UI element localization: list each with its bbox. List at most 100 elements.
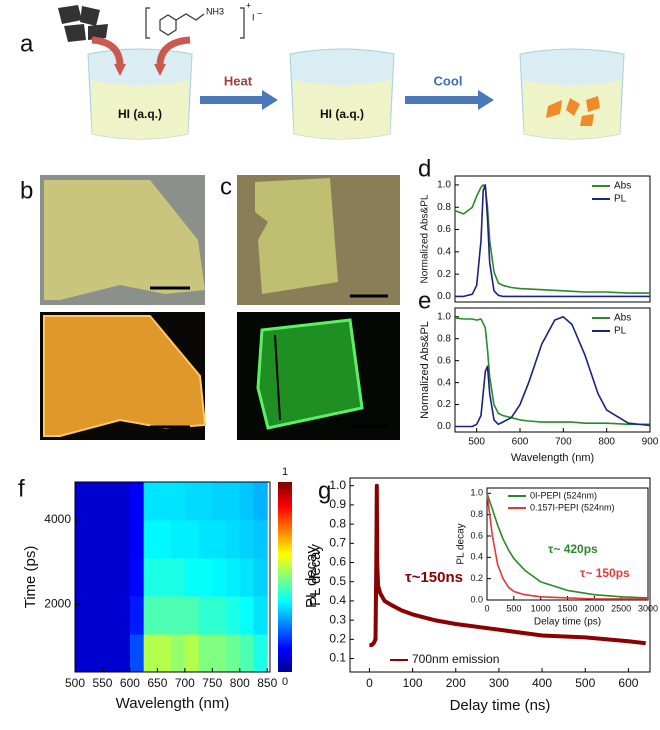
y-axis-label: Time (ps) <box>22 546 39 609</box>
heat-cell <box>184 634 200 673</box>
heat-cell <box>226 634 241 673</box>
heat-cell <box>157 520 172 559</box>
heat-cell <box>171 558 186 597</box>
heat-cell <box>129 596 145 635</box>
heat-cell <box>102 558 117 597</box>
heat-cell <box>88 596 103 635</box>
legend-label: Abs <box>614 181 631 192</box>
step-label: Cool <box>434 73 463 88</box>
heat-cell <box>184 482 200 521</box>
plot-frame <box>454 307 651 433</box>
heat-cell <box>116 520 131 559</box>
plot-frame <box>454 175 651 303</box>
heat-cell <box>75 634 90 673</box>
y-tick-label: 0.0 <box>470 594 483 604</box>
process-arrow <box>405 90 494 110</box>
legend-label: 700nm emission <box>412 652 499 666</box>
photo-c-bottom <box>237 312 400 440</box>
heat-cell <box>212 520 227 559</box>
x-tick-label: 700 <box>175 676 195 690</box>
y-tick-label: 0.4 <box>329 593 346 607</box>
y-tick-label: 0.8 <box>437 333 451 344</box>
y-tick-label: 0.4 <box>437 246 451 257</box>
legend-label: 0.157I-PEPI (524nm) <box>530 502 615 512</box>
molecule <box>145 7 245 39</box>
data-line <box>455 184 650 298</box>
inlet-arrows <box>91 36 191 67</box>
x-tick-label: 2000 <box>584 603 604 613</box>
x-tick-label: 300 <box>489 676 509 690</box>
colorbar-tick-label: 0 <box>282 676 288 688</box>
x-tick-label: 750 <box>202 676 222 690</box>
heat-cell <box>239 596 255 635</box>
heat-cell <box>212 634 227 673</box>
x-tick-label: 900 <box>642 437 659 448</box>
heat-cell <box>116 482 131 521</box>
y-axis-label: Normalized Abs&PL <box>420 194 431 283</box>
y-tick-label: 1.0 <box>437 180 451 191</box>
heat-cell <box>226 482 241 521</box>
heat-cell <box>212 482 227 521</box>
heat-cell <box>75 558 90 597</box>
step-label: Heat <box>224 73 253 88</box>
x-tick-label: 1500 <box>557 603 577 613</box>
heat-cell <box>157 482 172 521</box>
heat-cell <box>212 596 227 635</box>
photo-c-top <box>237 175 400 305</box>
x-tick-label: 100 <box>403 676 423 690</box>
heat-cell <box>198 596 213 635</box>
heat-cell <box>116 596 131 635</box>
x-axis-label: Delay time (ns) <box>450 697 551 714</box>
colorbar-tick-label: 1 <box>282 466 288 478</box>
x-tick-label: 700 <box>555 437 572 448</box>
legend-label: PL <box>614 194 627 205</box>
heat-cell <box>239 558 255 597</box>
y-tick-label: 0.4 <box>437 377 451 388</box>
formula-group: NH3 <box>206 6 224 16</box>
heat-cell <box>88 558 103 597</box>
panel-label: g <box>318 477 331 504</box>
x-tick-label: 0 <box>484 603 489 613</box>
legend-label: PL <box>614 326 627 337</box>
panel-label: e <box>418 287 431 314</box>
arrowhead <box>114 64 126 76</box>
heat-cell <box>212 558 227 597</box>
heat-cell <box>198 558 213 597</box>
heat-cell <box>143 482 158 521</box>
x-tick-label: 3000 <box>638 603 658 613</box>
y-tick-label: 0.8 <box>329 516 346 530</box>
heat-cell <box>171 482 186 521</box>
y-tick-label: 0.7 <box>329 535 346 549</box>
annotation: τ~ 420ps <box>548 542 598 556</box>
heat-cell <box>143 634 158 673</box>
y-tick-label: 0.8 <box>470 509 483 519</box>
heat-cell <box>143 520 158 559</box>
x-axis-label: Delay time (ps) <box>534 617 601 628</box>
heat-cell <box>157 634 172 673</box>
heat-cell <box>102 596 117 635</box>
beaker-label: HI (a.q.) <box>118 107 162 121</box>
x-tick-label: 2500 <box>611 603 631 613</box>
beakers <box>87 48 625 140</box>
heat-cell <box>226 558 241 597</box>
colorbar-label: PL decay <box>303 546 320 608</box>
x-tick-label: 650 <box>147 676 167 690</box>
panel-label: a <box>20 30 34 57</box>
x-tick-label: 500 <box>506 603 521 613</box>
x-axis-label: Wavelength (nm) <box>116 695 230 712</box>
x-tick-label: 550 <box>92 676 112 690</box>
y-tick-label: 0.0 <box>437 291 451 302</box>
heat-cell <box>253 482 268 521</box>
panel-label: c <box>220 173 232 200</box>
heat-cell <box>102 520 117 559</box>
x-tick-label: 600 <box>618 676 638 690</box>
x-tick-label: 850 <box>257 676 277 690</box>
annotation: τ~150ns <box>405 569 463 586</box>
heat-cell <box>198 520 213 559</box>
y-tick-label: 0.5 <box>329 574 346 588</box>
colorbar <box>278 482 292 672</box>
heat-cell <box>226 596 241 635</box>
panel-label: b <box>20 177 33 204</box>
heat-cell <box>75 520 90 559</box>
